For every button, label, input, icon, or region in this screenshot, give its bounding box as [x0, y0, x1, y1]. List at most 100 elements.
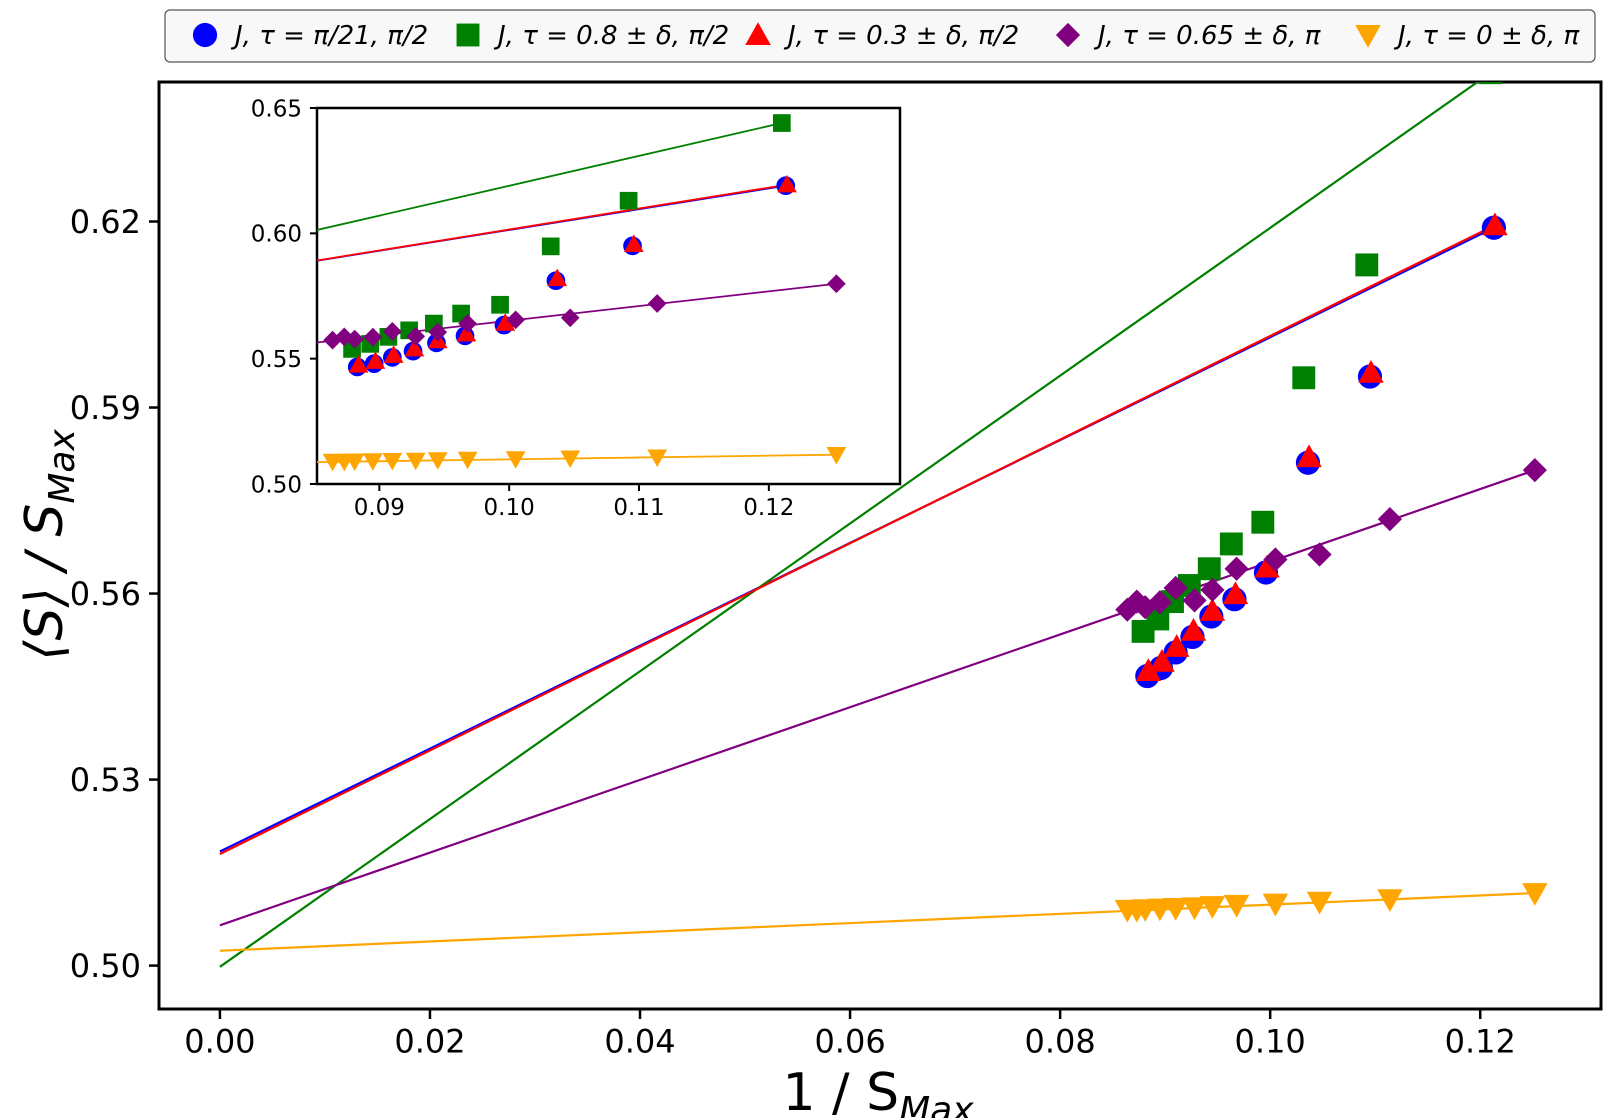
- y-axis-title-main: ⟨S⟩ / S: [15, 504, 75, 661]
- data-point-series-4: [1223, 894, 1250, 918]
- data-point-series-3: [506, 310, 526, 330]
- legend-marker-series-4: [1355, 25, 1381, 48]
- x-tick-label: 0.10: [484, 495, 535, 521]
- fit-line-series-2: [219, 224, 1496, 855]
- y-tick-label: 0.65: [251, 96, 302, 122]
- legend: J, τ = π/21, π/2 J, τ = 0.8 ± δ, π/2 J, τ …: [164, 9, 1596, 63]
- data-point-series-3: [428, 322, 448, 342]
- data-point-series-3: [647, 294, 667, 313]
- fit-line-series-1: [317, 122, 783, 231]
- legend-label-series-1: J, τ = 0.8 ± δ, π/2: [493, 21, 729, 51]
- data-point-series-3: [1263, 547, 1288, 572]
- data-point-series-3: [363, 327, 383, 347]
- data-point-series-2: [383, 345, 404, 363]
- data-point-series-3: [1522, 458, 1547, 483]
- x-axis-title-sub: Max: [899, 1090, 974, 1118]
- data-point-series-3: [1124, 589, 1149, 614]
- data-point-series-2: [1180, 617, 1207, 641]
- data-point-series-1: [1146, 607, 1170, 631]
- legend-marker-series-0: [192, 22, 218, 48]
- data-point-series-3: [334, 327, 354, 347]
- x-tick-label: 0.02: [394, 1023, 465, 1061]
- data-point-series-2: [1135, 658, 1162, 682]
- y-tick-label: 0.50: [70, 947, 141, 985]
- y-tick-label: 0.62: [70, 203, 141, 241]
- data-point-series-4: [647, 449, 668, 468]
- x-tick-label: 0.12: [1445, 1023, 1516, 1061]
- data-point-series-2: [1358, 360, 1384, 383]
- data-point-series-2: [547, 268, 568, 287]
- inset-plot: 0.09 0.10 0.11 0.12 0.50 0.55 0.60 0.65: [251, 96, 902, 521]
- inset-plot-frame: [315, 106, 902, 486]
- x-axis-title: 1 / SMax: [782, 1063, 974, 1118]
- data-point-series-2: [404, 338, 425, 357]
- data-point-series-3: [827, 274, 846, 294]
- data-point-series-4: [457, 451, 478, 470]
- data-point-series-4: [1377, 889, 1403, 913]
- data-point-series-4: [1262, 893, 1289, 917]
- data-point-series-2: [456, 323, 477, 342]
- legend-frame: [164, 9, 1596, 63]
- data-point-series-3: [1307, 542, 1332, 567]
- y-tick-label: 0.53: [70, 761, 141, 799]
- data-point-series-1: [1197, 557, 1221, 581]
- data-point-series-4: [505, 451, 526, 469]
- x-axis-title-main: 1 / S: [782, 1063, 899, 1118]
- data-point-series-3: [1377, 507, 1402, 532]
- data-point-series-1: [1219, 532, 1243, 556]
- fit-line-series-4: [317, 453, 837, 464]
- y-axis-title-sub: Max: [42, 429, 83, 504]
- data-point-series-3: [406, 327, 426, 346]
- data-point-series-2: [777, 174, 797, 193]
- data-point-series-1: [1251, 510, 1275, 534]
- data-point-series-1: [1479, 82, 1503, 85]
- x-tick-label: 0.10: [1235, 1023, 1306, 1061]
- y-axis-title: ⟨S⟩ / SMax: [15, 429, 83, 661]
- x-tick-label: 0.04: [604, 1023, 675, 1061]
- legend-label-series-2: J, τ = 0.3 ± δ, π/2: [783, 21, 1019, 51]
- legend-marker-series-3: [1055, 22, 1081, 48]
- data-point-series-4: [1199, 896, 1226, 919]
- data-point-series-2: [1482, 212, 1508, 236]
- legend-marker-series-2: [745, 22, 771, 45]
- data-point-series-4: [362, 453, 383, 471]
- data-point-series-1: [1355, 253, 1379, 277]
- data-point-series-2: [1296, 444, 1322, 468]
- legend-label-series-3: J, τ = 0.65 ± δ, π: [1093, 21, 1321, 51]
- y-tick-label: 0.56: [70, 575, 141, 613]
- data-point-series-4: [344, 453, 365, 472]
- data-point-series-2: [365, 351, 386, 369]
- y-tick-label: 0.59: [70, 389, 141, 427]
- data-point-series-4: [1181, 897, 1208, 921]
- data-point-series-2: [1149, 649, 1175, 672]
- data-point-series-4: [1522, 883, 1548, 906]
- x-tick-label: 0.08: [1024, 1023, 1095, 1061]
- data-point-series-4: [1162, 897, 1189, 921]
- x-tick-label: 0.06: [814, 1023, 885, 1061]
- data-point-series-4: [427, 452, 448, 470]
- data-point-series-2: [348, 355, 369, 373]
- data-point-series-1: [773, 114, 791, 132]
- data-point-series-3: [1224, 556, 1249, 581]
- data-point-series-2: [1222, 581, 1249, 605]
- fit-line-series-3: [219, 469, 1536, 927]
- data-point-series-2: [1163, 634, 1190, 657]
- data-point-series-4: [405, 452, 426, 471]
- fit-line-series-1: [219, 82, 1480, 968]
- x-tick-label: 0.09: [354, 495, 405, 521]
- data-point-series-4: [826, 446, 847, 465]
- x-tick-label: 0.12: [743, 495, 794, 521]
- data-point-series-4: [1306, 891, 1333, 915]
- data-point-series-4: [382, 452, 403, 471]
- data-point-series-2: [1199, 598, 1226, 621]
- data-point-series-2: [1254, 554, 1280, 578]
- data-point-series-1: [619, 191, 638, 210]
- data-point-series-3: [458, 314, 477, 333]
- data-point-series-2: [623, 234, 644, 253]
- data-point-series-3: [560, 308, 580, 328]
- data-point-series-3: [345, 329, 365, 349]
- data-point-series-1: [1292, 366, 1316, 390]
- fit-line-series-2: [317, 183, 788, 262]
- data-point-series-4: [560, 450, 581, 469]
